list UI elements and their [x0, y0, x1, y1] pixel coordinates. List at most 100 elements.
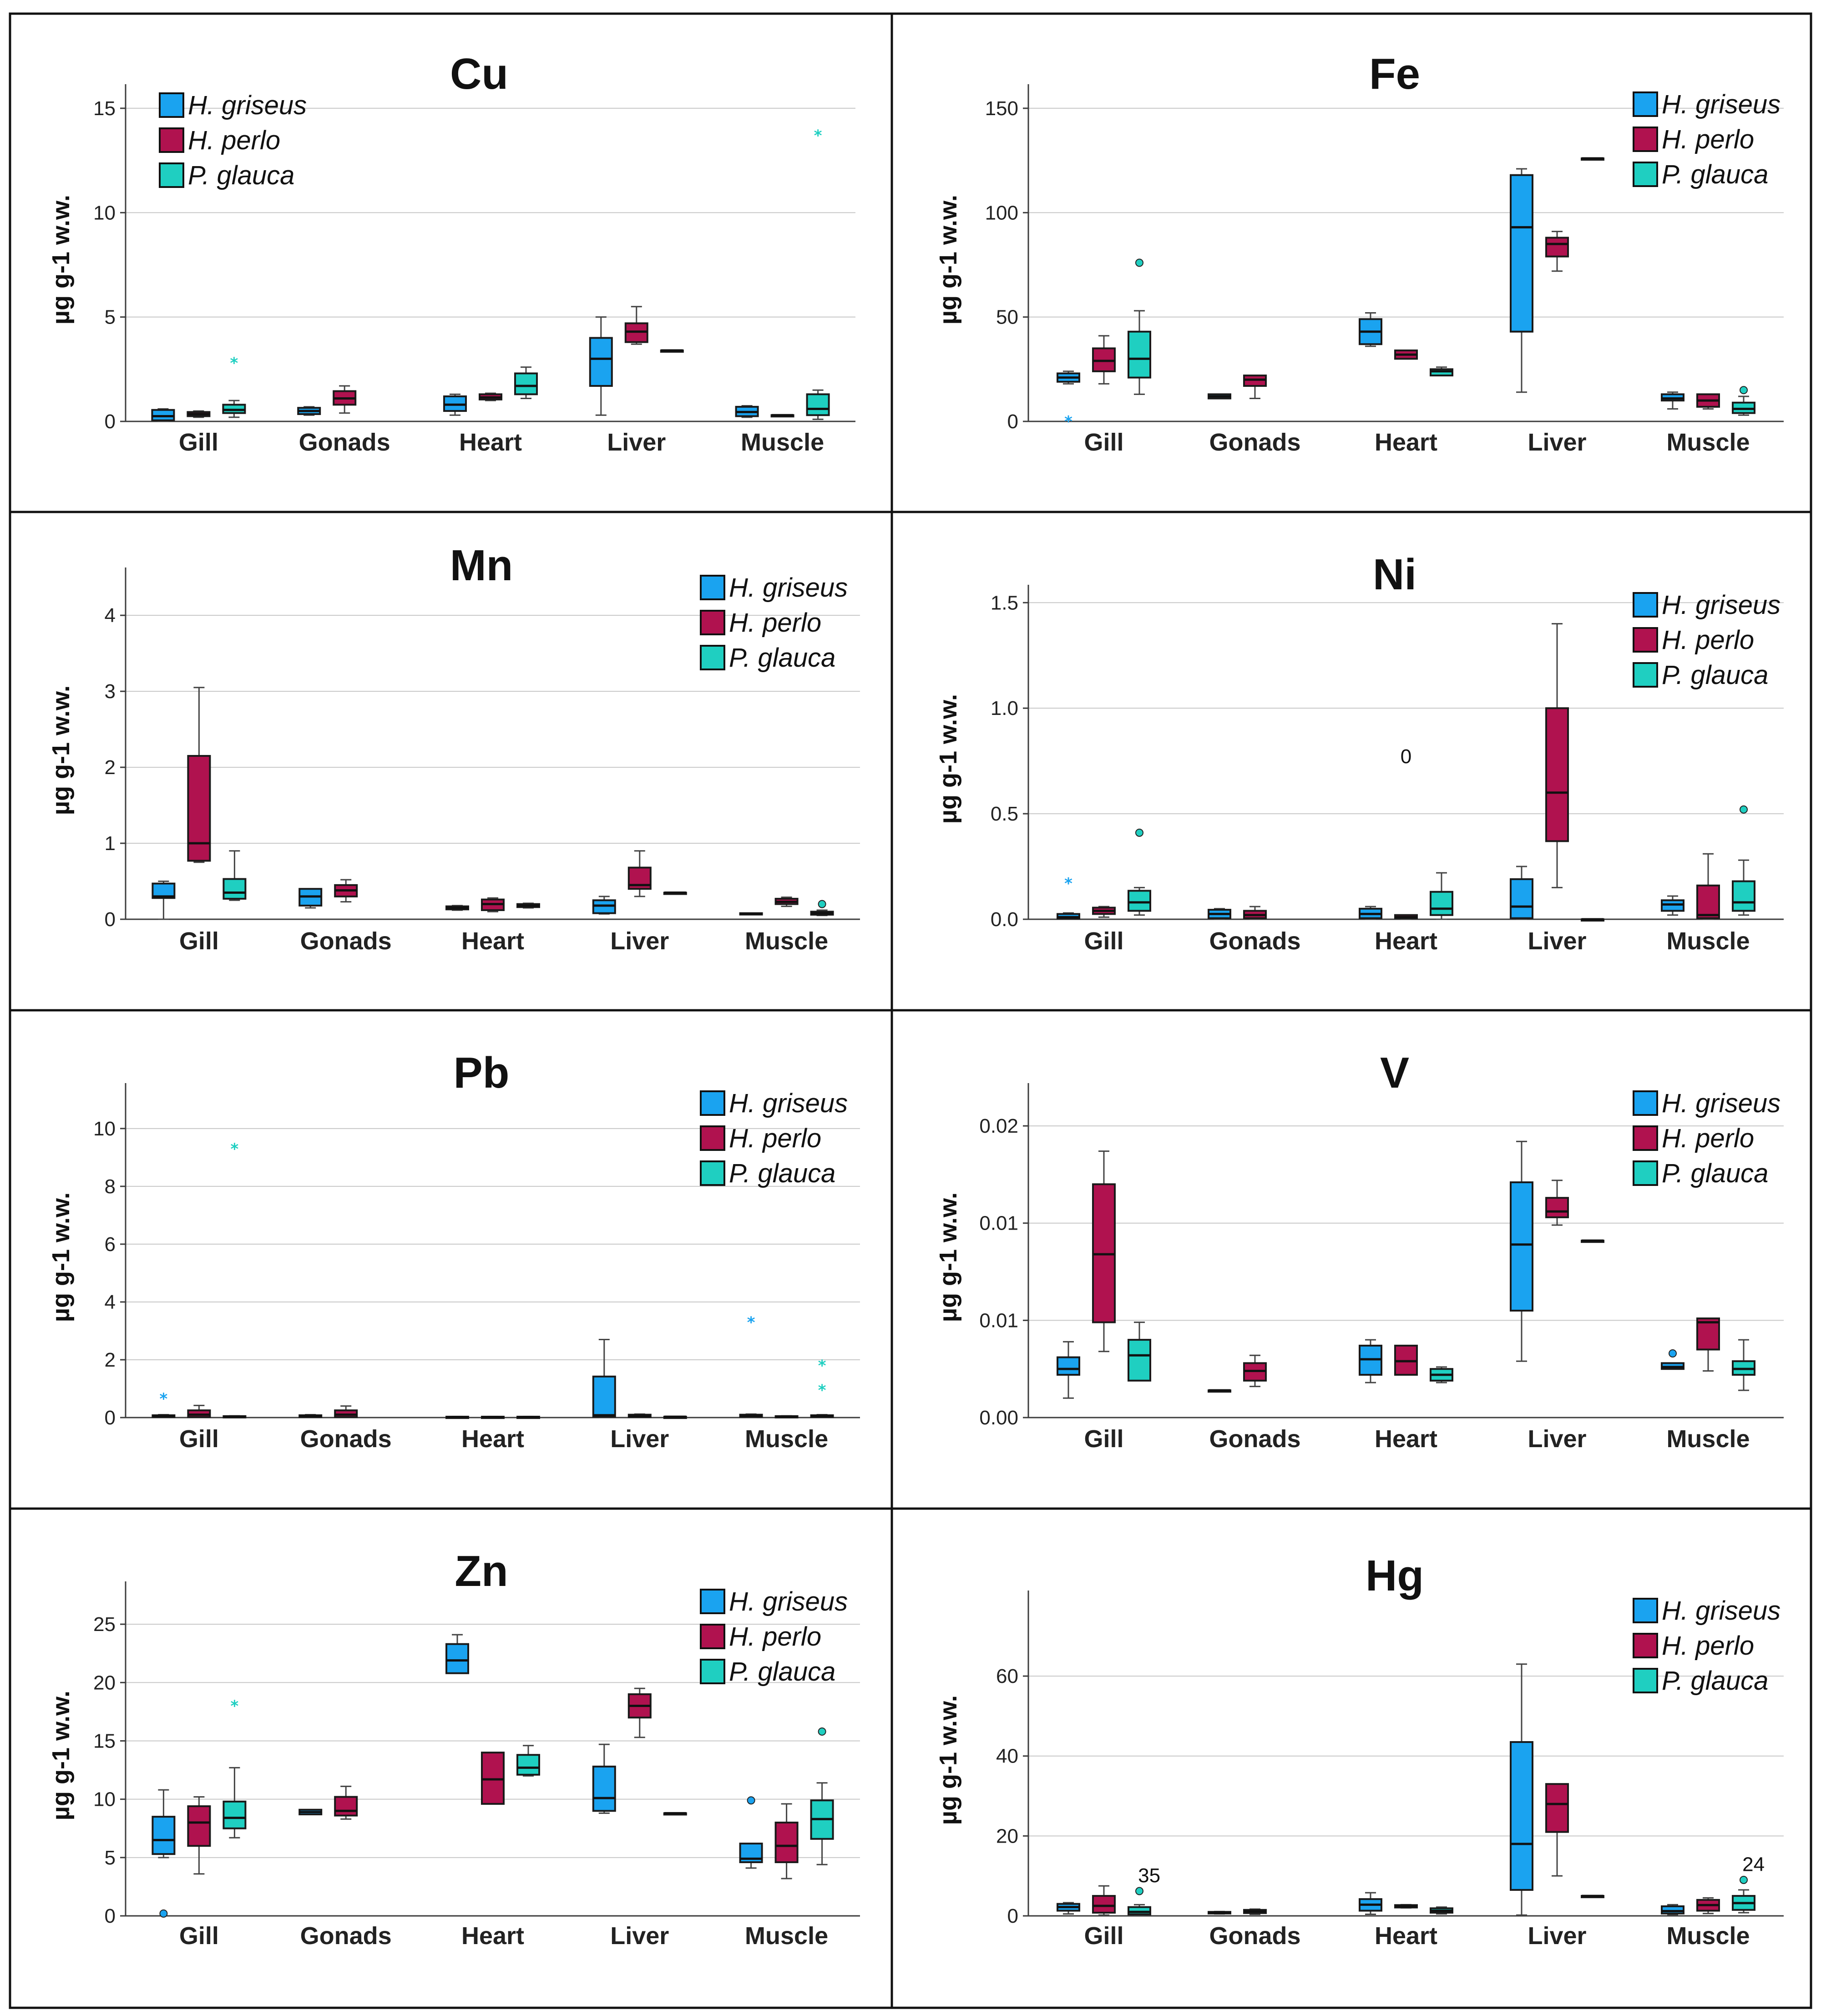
box-liver-p-glauca [660, 349, 684, 353]
legend-swatch-h-perlo [1633, 1125, 1658, 1151]
legend: H. griseus H. perlo P. glauca [1633, 590, 1781, 690]
y-tick-label: 1.5 [991, 592, 1018, 614]
legend-swatch-p-glauca [1633, 1668, 1658, 1693]
legend: H. griseus H. perlo P. glauca [700, 1587, 848, 1687]
box-gill-h-perlo [1092, 335, 1116, 385]
box-muscle-h-perlo [1696, 853, 1720, 920]
category-label-heart: Heart [1375, 1922, 1437, 1950]
category-label-gonads: Gonads [300, 1425, 392, 1453]
legend-swatch-h-perlo [159, 127, 184, 153]
iqr-box [592, 1375, 616, 1418]
iqr-box [774, 1821, 799, 1864]
y-axis-label: µg g-1 w.w. [47, 1691, 75, 1820]
legend: H. griseus H. perlo P. glauca [159, 91, 307, 190]
iqr-box [1545, 237, 1569, 258]
box-gonads-h-perlo [333, 385, 357, 414]
panel-title: Zn [455, 1547, 508, 1596]
box-muscle-h-perlo [770, 414, 794, 418]
y-tick-label: 10 [93, 1118, 116, 1140]
box-liver-h-perlo [1545, 231, 1569, 272]
category-label-gonads: Gonads [1209, 927, 1300, 955]
y-tick-label: 60 [996, 1665, 1018, 1687]
box-heart-h-griseus [445, 905, 469, 911]
box-muscle-p-glauca [1732, 1339, 1755, 1391]
box-liver-h-griseus [1510, 168, 1533, 393]
panel-title: Hg [1366, 1551, 1424, 1600]
box-liver-p-glauca [663, 1415, 687, 1419]
legend-swatch-p-glauca [1633, 162, 1658, 187]
iqr-box [1661, 1905, 1684, 1915]
y-tick-label: 0.01 [979, 1212, 1018, 1235]
outlier-circle [1740, 805, 1748, 814]
legend-swatch-p-glauca [1633, 1160, 1658, 1186]
category-label-gonads: Gonads [1209, 1922, 1300, 1950]
box-liver-h-perlo [1545, 1180, 1569, 1226]
box-liver-p-glauca [1581, 1894, 1604, 1899]
y-tick-label: 150 [985, 97, 1018, 120]
legend-label-h-griseus: H. griseus [188, 91, 307, 120]
box-muscle-p-glauca: ** [810, 1357, 834, 1418]
category-label-heart: Heart [461, 927, 524, 955]
iqr-box [152, 1816, 176, 1855]
box-gill-p-glauca [223, 850, 247, 901]
y-axis-label: µg g-1 w.w. [47, 685, 75, 815]
y-tick-label: 0.0 [991, 908, 1018, 931]
y-tick-label: 2 [105, 756, 116, 779]
category-label-heart: Heart [1375, 1425, 1437, 1453]
box-liver-h-perlo [624, 306, 648, 345]
box-muscle-h-griseus [735, 405, 759, 418]
category-label-gonads: Gonads [1209, 1425, 1300, 1453]
panel-title: Cu [450, 50, 508, 98]
legend-swatch-p-glauca [700, 1659, 725, 1684]
box-gonads-h-griseus [1208, 908, 1231, 920]
legend: H. griseus H. perlo P. glauca [1633, 90, 1781, 189]
outlier-circle [1740, 386, 1748, 395]
category-label-gonads: Gonads [1209, 429, 1300, 456]
legend-label-p-glauca: P. glauca [729, 1657, 835, 1687]
category-label-heart: Heart [1375, 429, 1437, 456]
legend-swatch-h-griseus [159, 92, 184, 118]
box-gill-p-glauca: * [223, 1140, 247, 1418]
iqr-box [334, 1796, 358, 1817]
y-tick-label: 50 [996, 306, 1018, 329]
category-label-liver: Liver [1528, 1425, 1586, 1453]
box-heart-h-perlo [481, 1752, 505, 1805]
y-tick-label: 5 [105, 306, 116, 329]
box-heart-h-perlo [479, 392, 502, 401]
category-label-muscle: Muscle [741, 429, 824, 456]
panel-title: Mn [450, 541, 513, 590]
legend-swatch-p-glauca [159, 162, 184, 188]
outlier-star: * [231, 1140, 239, 1158]
category-label-heart: Heart [461, 1425, 524, 1453]
panel-title: Pb [454, 1049, 510, 1097]
box-gill-h-perlo [187, 410, 211, 418]
box-gonads-h-griseus [1208, 1389, 1231, 1393]
legend-swatch-p-glauca [700, 645, 725, 670]
box-liver-h-griseus [592, 896, 616, 915]
iqr-box [1510, 174, 1533, 333]
box-liver-h-griseus [592, 1743, 616, 1814]
panel-title: Fe [1369, 50, 1420, 98]
iqr-box [1732, 880, 1755, 912]
category-label-muscle: Muscle [1666, 1922, 1750, 1950]
iqr-box [1696, 884, 1720, 919]
box-gill-h-perlo [1092, 1885, 1116, 1916]
category-label-gonads: Gonads [300, 927, 392, 955]
box-heart-p-glauca [1430, 366, 1453, 377]
legend-swatch-h-griseus [700, 1589, 725, 1614]
box-muscle-h-perlo [1696, 1317, 1720, 1372]
box-gill-p-glauca [1128, 258, 1151, 395]
box-liver-h-perlo [627, 850, 652, 897]
legend-label-h-griseus: H. griseus [729, 1587, 848, 1616]
legend-swatch-h-perlo [700, 1125, 725, 1151]
category-label-muscle: Muscle [1666, 927, 1750, 955]
box-gonads-h-perlo [334, 879, 358, 903]
legend-label-h-perlo: H. perlo [729, 1124, 821, 1153]
box-liver-h-griseus [1510, 866, 1533, 920]
legend-label-p-glauca: P. glauca [1662, 1159, 1768, 1188]
box-gill-p-glauca [1128, 1322, 1151, 1382]
box-muscle-p-glauca [1732, 386, 1755, 416]
box-gill-h-perlo [187, 1796, 211, 1875]
outlier-circle [1135, 258, 1143, 267]
category-label-muscle: Muscle [745, 927, 828, 955]
